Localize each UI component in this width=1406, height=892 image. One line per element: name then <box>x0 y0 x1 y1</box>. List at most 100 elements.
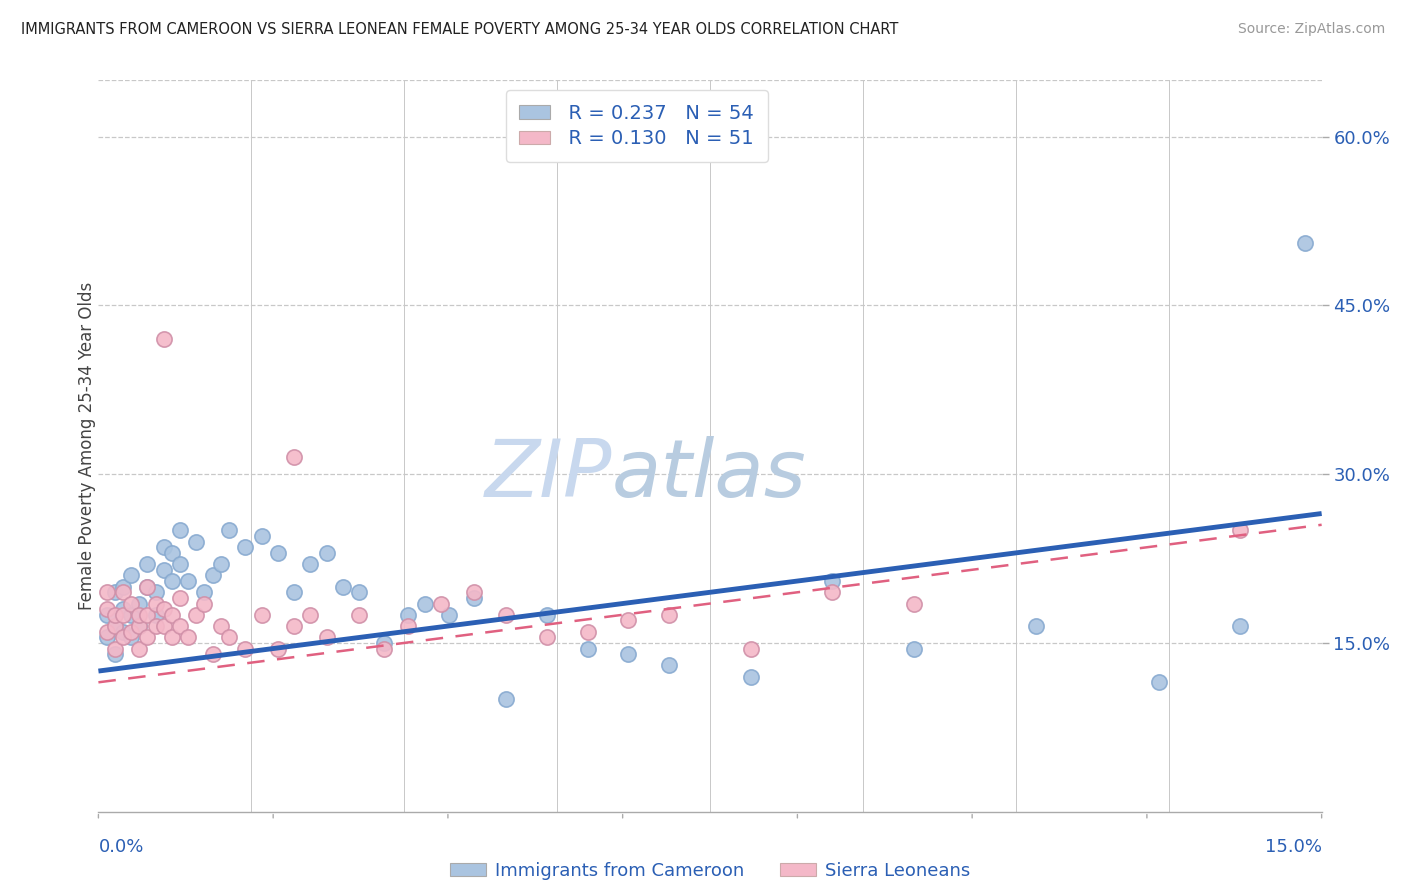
Point <box>104 647 127 661</box>
Point <box>1025 619 1047 633</box>
Point <box>160 546 183 560</box>
Point <box>111 602 134 616</box>
Point <box>373 636 395 650</box>
Point <box>136 630 159 644</box>
Point <box>740 670 762 684</box>
Point <box>128 641 150 656</box>
Point <box>120 630 142 644</box>
Point <box>658 658 681 673</box>
Point <box>128 619 150 633</box>
Point <box>136 607 159 622</box>
Point <box>111 624 134 639</box>
Point <box>299 557 322 571</box>
Point <box>495 607 517 622</box>
Point <box>169 591 191 605</box>
Point <box>821 585 844 599</box>
Point <box>104 607 127 622</box>
Point <box>349 607 371 622</box>
Point <box>145 585 167 599</box>
Point <box>233 641 256 656</box>
Point <box>250 529 273 543</box>
Point <box>396 619 419 633</box>
Point <box>136 580 159 594</box>
Legend: Immigrants from Cameroon, Sierra Leoneans: Immigrants from Cameroon, Sierra Leonean… <box>443 855 977 887</box>
Point <box>104 619 127 633</box>
Point <box>617 614 640 628</box>
Point <box>283 619 305 633</box>
Text: 0.0%: 0.0% <box>98 838 143 856</box>
Point <box>413 597 436 611</box>
Point <box>536 607 558 622</box>
Y-axis label: Female Poverty Among 25-34 Year Olds: Female Poverty Among 25-34 Year Olds <box>79 282 96 610</box>
Text: ZIP: ZIP <box>485 436 612 515</box>
Point <box>160 630 183 644</box>
Point <box>96 585 118 599</box>
Point <box>120 607 142 622</box>
Point <box>740 641 762 656</box>
Point <box>96 624 118 639</box>
Text: IMMIGRANTS FROM CAMEROON VS SIERRA LEONEAN FEMALE POVERTY AMONG 25-34 YEAR OLDS : IMMIGRANTS FROM CAMEROON VS SIERRA LEONE… <box>21 22 898 37</box>
Point <box>111 580 134 594</box>
Point <box>349 585 371 599</box>
Point <box>104 641 127 656</box>
Point <box>111 630 134 644</box>
Point <box>315 630 337 644</box>
Point <box>152 332 174 346</box>
Point <box>120 624 142 639</box>
Point <box>209 557 232 571</box>
Point <box>177 574 200 588</box>
Point <box>145 619 167 633</box>
Text: atlas: atlas <box>612 436 807 515</box>
Point <box>96 630 118 644</box>
Point <box>136 557 159 571</box>
Point <box>267 546 290 560</box>
Point <box>430 597 453 611</box>
Text: Source: ZipAtlas.com: Source: ZipAtlas.com <box>1237 22 1385 37</box>
Point <box>104 619 127 633</box>
Point <box>193 585 215 599</box>
Point <box>283 450 305 465</box>
Point <box>152 563 174 577</box>
Point <box>120 568 142 582</box>
Point <box>186 607 208 622</box>
Point <box>169 619 191 633</box>
Point <box>160 574 183 588</box>
Point <box>617 647 640 661</box>
Point <box>1147 675 1170 690</box>
Point <box>903 641 925 656</box>
Point <box>145 597 167 611</box>
Point <box>96 607 118 622</box>
Point <box>128 619 150 633</box>
Point <box>1229 524 1251 538</box>
Point <box>128 597 150 611</box>
Point <box>332 580 354 594</box>
Point <box>128 607 150 622</box>
Point <box>218 524 240 538</box>
Point <box>104 585 127 599</box>
Point <box>120 597 142 611</box>
Point <box>160 607 183 622</box>
Point <box>186 534 208 549</box>
Point <box>283 585 305 599</box>
Point <box>299 607 322 622</box>
Point <box>209 619 232 633</box>
Point <box>152 602 174 616</box>
Point <box>145 607 167 622</box>
Point <box>1294 236 1316 251</box>
Point <box>111 607 134 622</box>
Point <box>152 541 174 555</box>
Point <box>169 524 191 538</box>
Point <box>267 641 290 656</box>
Point <box>463 591 485 605</box>
Point <box>111 585 134 599</box>
Point <box>495 692 517 706</box>
Point <box>903 597 925 611</box>
Point <box>658 607 681 622</box>
Point <box>821 574 844 588</box>
Point <box>152 619 174 633</box>
Point <box>396 607 419 622</box>
Point <box>463 585 485 599</box>
Point <box>96 602 118 616</box>
Point <box>373 641 395 656</box>
Point <box>177 630 200 644</box>
